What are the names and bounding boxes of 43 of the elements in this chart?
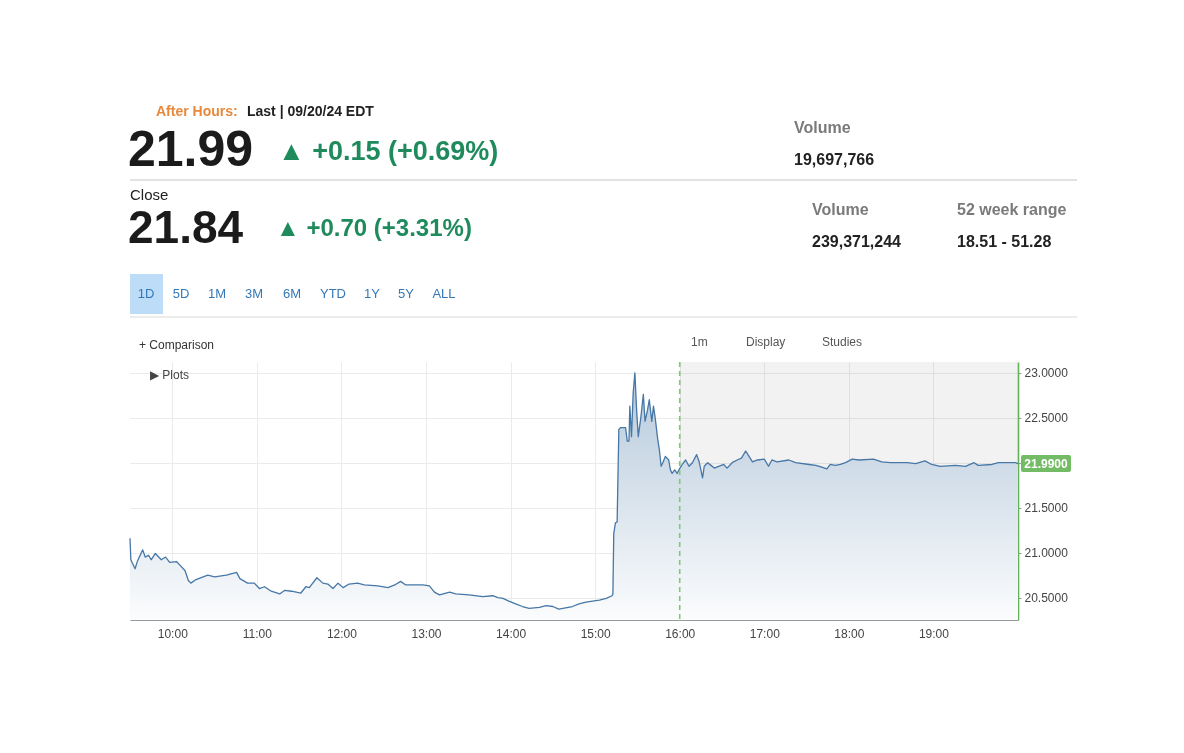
text: YTD	[320, 286, 346, 301]
x-tick-label: 11:00	[242, 626, 273, 641]
text: 21.99	[128, 121, 254, 177]
x-tick-label: 18:00	[834, 626, 865, 641]
x-tick-label: 17:00	[749, 626, 781, 641]
text: Studies	[822, 335, 863, 349]
text: ▲ +0.15 (+0.69%)	[278, 136, 499, 166]
text: 1D	[137, 286, 155, 301]
text: Display	[746, 335, 786, 349]
annotation: 21.9900	[1024, 456, 1069, 471]
text: Volume	[812, 201, 869, 218]
text: 5Y	[398, 286, 415, 301]
text: 52 week range	[957, 201, 1067, 218]
text: Volume	[794, 119, 851, 136]
x-tick-label: 15:00	[580, 626, 611, 641]
text: Close	[130, 186, 169, 203]
text: Last | 09/20/24 EDT	[247, 103, 375, 119]
text: 5D	[172, 286, 190, 301]
text: 19,697,766	[794, 151, 875, 168]
text: 239,371,244	[812, 233, 902, 250]
text: + Comparison	[139, 338, 215, 352]
text: 1M	[207, 286, 227, 301]
x-tick-label: 12:00	[326, 626, 358, 641]
x-tick-label: 13:00	[411, 626, 442, 641]
annotation: ▶ Plots	[150, 368, 190, 382]
text: ALL	[432, 286, 456, 301]
text: 1Y	[364, 286, 381, 301]
text: ▲ +0.70 (+3.31%)	[276, 214, 472, 241]
text: 21.84	[128, 201, 244, 253]
text: After Hours:	[156, 103, 238, 119]
y-tick-label: 21.5000	[1024, 501, 1069, 516]
text: 1m	[691, 335, 708, 349]
x-tick-label: 10:00	[157, 626, 189, 641]
y-tick-label: 23.0000	[1024, 366, 1069, 381]
x-tick-label: 14:00	[496, 626, 527, 641]
text: 18.51 - 51.28	[957, 233, 1052, 250]
x-tick-label: 16:00	[665, 626, 696, 641]
y-tick-label: 20.5000	[1024, 591, 1069, 606]
text: 3M	[244, 286, 264, 301]
y-tick-label: 22.5000	[1024, 411, 1069, 426]
x-tick-label: 19:00	[918, 626, 950, 641]
y-tick-label: 21.0000	[1024, 546, 1069, 561]
text: 6M	[282, 286, 302, 301]
